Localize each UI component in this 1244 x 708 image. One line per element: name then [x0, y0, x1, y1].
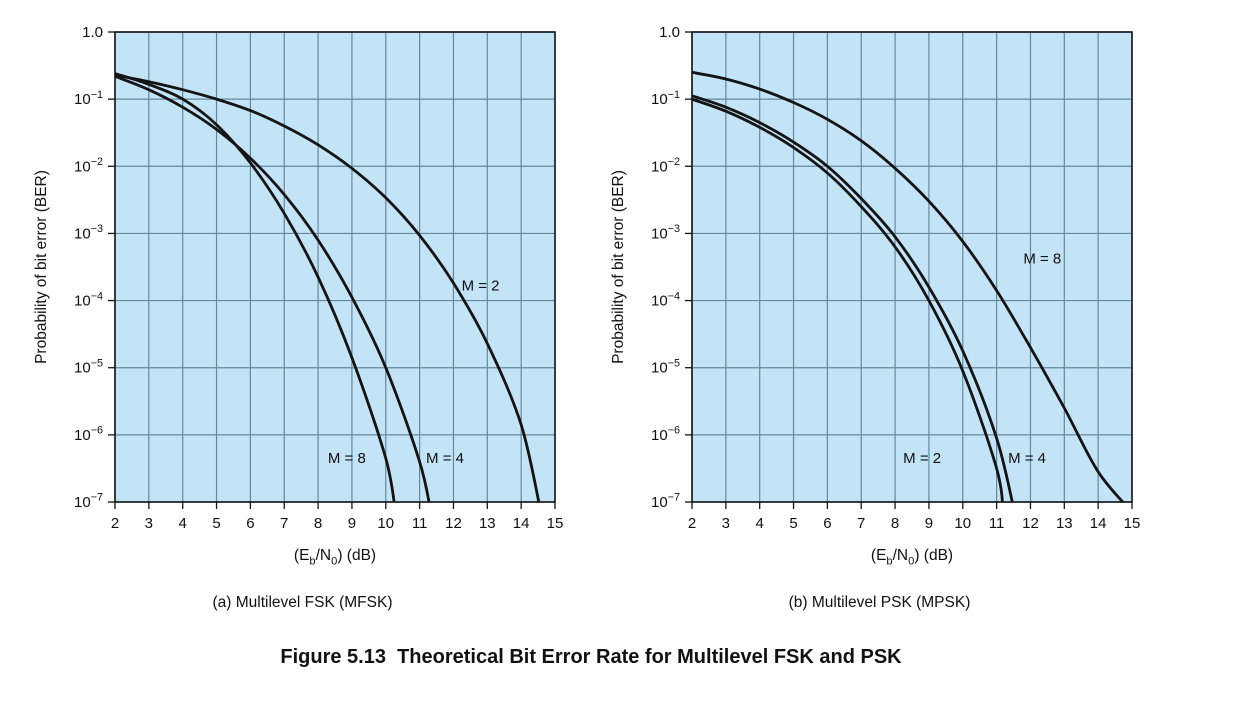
- svg-text:10−3: 10−3: [651, 223, 680, 242]
- charts-row: 2 3 4 5 6 7 8 9 10 11 12 13 14 15 1.0 10−1 10−2 10−3 10−4 1…: [20, 14, 1162, 612]
- curve-M4: [115, 74, 431, 502]
- curves: [692, 70, 1125, 502]
- svg-text:10−6: 10−6: [74, 425, 103, 444]
- svg-text:1.0: 1.0: [659, 24, 680, 41]
- series-label-M8: M = 8: [1023, 251, 1061, 268]
- svg-text:1.0: 1.0: [82, 24, 103, 41]
- y-axis-label: Probability of bit error (BER): [33, 170, 50, 364]
- plot-frame: [114, 31, 556, 503]
- series-label-M8: M = 8: [328, 450, 366, 467]
- y-axis-label: Probability of bit error (BER): [610, 170, 627, 364]
- svg-text:10: 10: [377, 515, 394, 532]
- series-label-M2: M = 2: [462, 278, 500, 295]
- series-labels: M = 2 M = 4 M = 8: [903, 251, 1061, 467]
- svg-text:8: 8: [891, 515, 899, 532]
- svg-text:3: 3: [145, 515, 153, 532]
- svg-text:7: 7: [280, 515, 288, 532]
- svg-text:10−6: 10−6: [651, 425, 680, 444]
- svg-text:15: 15: [547, 515, 564, 532]
- svg-text:4: 4: [179, 515, 187, 532]
- series-label-M4: M = 4: [426, 450, 464, 467]
- svg-text:8: 8: [314, 515, 322, 532]
- svg-text:10−5: 10−5: [74, 357, 103, 376]
- axis-tick-labels: 2 3 4 5 6 7 8 9 10 11 12 13 14 15 1.0 10−1 10−2 10−3 10−4 1…: [74, 24, 563, 532]
- series-labels: M = 2 M = 4 M = 8: [328, 278, 500, 468]
- svg-text:10: 10: [954, 515, 971, 532]
- svg-text:10−5: 10−5: [651, 357, 680, 376]
- svg-text:10−1: 10−1: [74, 89, 103, 108]
- figure-caption: Figure 5.13 Theoretical Bit Error Rate f…: [280, 646, 902, 668]
- chart-canvas-mpsk: 2 3 4 5 6 7 8 9 10 11 12 13 14 15 1.0 10−1 10−2 10−3 10−4 1…: [597, 14, 1162, 584]
- x-axis-label: (Eb/N0) (dB): [871, 547, 953, 567]
- svg-text:12: 12: [1022, 515, 1039, 532]
- svg-text:10−3: 10−3: [74, 223, 103, 242]
- svg-text:11: 11: [989, 515, 1005, 532]
- chart-svg-0: 2 3 4 5 6 7 8 9 10 11 12 13 14 15 1.0 10−1 10−2 10−3 10−4 1…: [33, 24, 563, 567]
- chart-canvas-mfsk: 2 3 4 5 6 7 8 9 10 11 12 13 14 15 1.0 10−1 10−2 10−3 10−4 1…: [20, 14, 585, 584]
- svg-text:7: 7: [857, 515, 865, 532]
- svg-text:10−4: 10−4: [74, 290, 103, 309]
- svg-text:13: 13: [479, 515, 496, 532]
- svg-text:2: 2: [111, 515, 119, 532]
- series-label-M2: M = 2: [903, 450, 941, 467]
- svg-text:5: 5: [789, 515, 797, 532]
- curve-M4: [692, 94, 1014, 502]
- curves: [115, 72, 541, 502]
- svg-text:10−7: 10−7: [74, 492, 103, 511]
- axis-tick-labels: 2 3 4 5 6 7 8 9 10 11 12 13 14 15 1.0 10−1 10−2 10−3 10−4 1…: [651, 24, 1140, 532]
- chart-svg-1: 2 3 4 5 6 7 8 9 10 11 12 13 14 15 1.0 10−1 10−2 10−3 10−4 1…: [610, 24, 1140, 567]
- svg-text:3: 3: [722, 515, 730, 532]
- svg-text:15: 15: [1124, 515, 1141, 532]
- svg-text:6: 6: [823, 515, 831, 532]
- svg-text:10−4: 10−4: [651, 290, 680, 309]
- series-label-M4: M = 4: [1008, 450, 1046, 467]
- curve-M8: [692, 70, 1125, 502]
- curve-M2: [115, 73, 541, 502]
- tick-marks: [108, 31, 556, 509]
- svg-text:10−2: 10−2: [651, 156, 680, 175]
- tick-marks: [685, 31, 1133, 509]
- chart-panel-mfsk: 2 3 4 5 6 7 8 9 10 11 12 13 14 15 1.0 10−1 10−2 10−3 10−4 1…: [20, 14, 585, 612]
- plot-area: [692, 32, 1132, 502]
- x-axis-label: (Eb/N0) (dB): [294, 547, 376, 567]
- plot-frame: [691, 31, 1133, 503]
- svg-text:14: 14: [1090, 515, 1107, 532]
- svg-text:13: 13: [1056, 515, 1073, 532]
- svg-text:10−2: 10−2: [74, 156, 103, 175]
- svg-text:12: 12: [445, 515, 462, 532]
- curve-M8: [115, 72, 396, 502]
- svg-text:4: 4: [756, 515, 764, 532]
- chart-panel-mpsk: 2 3 4 5 6 7 8 9 10 11 12 13 14 15 1.0 10−1 10−2 10−3 10−4 1…: [597, 14, 1162, 612]
- svg-text:9: 9: [348, 515, 356, 532]
- figure-5-13: 2 3 4 5 6 7 8 9 10 11 12 13 14 15 1.0 10−1 10−2 10−3 10−4 1…: [20, 14, 1162, 668]
- svg-text:2: 2: [688, 515, 696, 532]
- svg-text:10−1: 10−1: [651, 89, 680, 108]
- svg-text:5: 5: [212, 515, 220, 532]
- subcaption-a: (a) Multilevel FSK (MFSK): [212, 594, 393, 611]
- svg-text:10−7: 10−7: [651, 492, 680, 511]
- svg-text:14: 14: [513, 515, 530, 532]
- svg-text:11: 11: [412, 515, 428, 532]
- subcaption-b: (b) Multilevel PSK (MPSK): [788, 594, 971, 611]
- svg-text:9: 9: [925, 515, 933, 532]
- curve-M2: [692, 97, 1004, 502]
- svg-text:6: 6: [246, 515, 254, 532]
